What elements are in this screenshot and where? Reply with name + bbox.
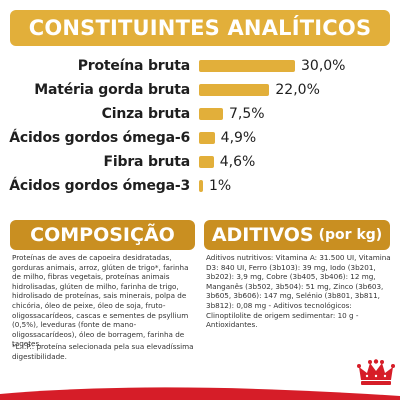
analytic-row: Ácidos gordos ómega-3 1% [0,174,400,198]
footer-wave [0,387,400,400]
composition-note: *L.I.P.: proteína selecionada pela sua e… [12,342,194,361]
analytic-row: Cinza bruta 7,5% [0,102,400,126]
analytic-row-label: Ácidos gordos ómega-6 [9,130,190,146]
additives-title: ADITIVOS [211,224,314,246]
analytic-row: Matéria gorda bruta 22,0% [0,78,400,102]
analytic-row-value: 30,0% [301,58,346,74]
analytic-row-bar [199,60,295,72]
analytic-row-value: 4,6% [219,154,256,170]
analytic-row-value: 22,0% [275,82,320,98]
additives-text: Aditivos nutritivos: Vitamina A: 31.500 … [206,253,391,330]
analytic-row-label: Fibra bruta [103,154,191,170]
analytic-row: Ácidos gordos ómega-6 4,9% [0,126,400,150]
analytic-row-value: 7,5% [229,106,265,122]
additives-title-banner: ADITIVOS (por kg) [204,220,390,250]
additives-title-suffix: (por kg) [318,227,383,243]
analytic-row-bar [199,108,223,120]
analytic-row-bar [199,132,215,144]
analytic-row-bar [199,156,214,168]
composition-text: Proteínas de aves de capoeira desidratad… [12,253,189,349]
analytic-row-label: Ácidos gordos ómega-3 [9,178,190,194]
analytic-row-bar [199,84,270,96]
analytic-row-label: Cinza bruta [101,106,191,122]
analytic-row-bar [199,180,203,192]
analytic-title-banner: CONSTITUINTES ANALÍTICOS [10,10,390,46]
composition-title-banner: COMPOSIÇÃO [10,220,195,250]
analytic-title: CONSTITUINTES ANALÍTICOS [28,16,372,40]
crown-icon [355,358,397,388]
analytic-row: Proteína bruta 30,0% [0,54,400,78]
analytic-row-label: Proteína bruta [77,58,190,74]
analytic-row-label: Matéria gorda bruta [34,82,190,98]
analytic-row: Fibra bruta 4,6% [0,150,400,174]
analytic-row-value: 4,9% [220,130,257,146]
analytic-row-value: 1% [209,178,232,194]
composition-title: COMPOSIÇÃO [30,224,175,246]
